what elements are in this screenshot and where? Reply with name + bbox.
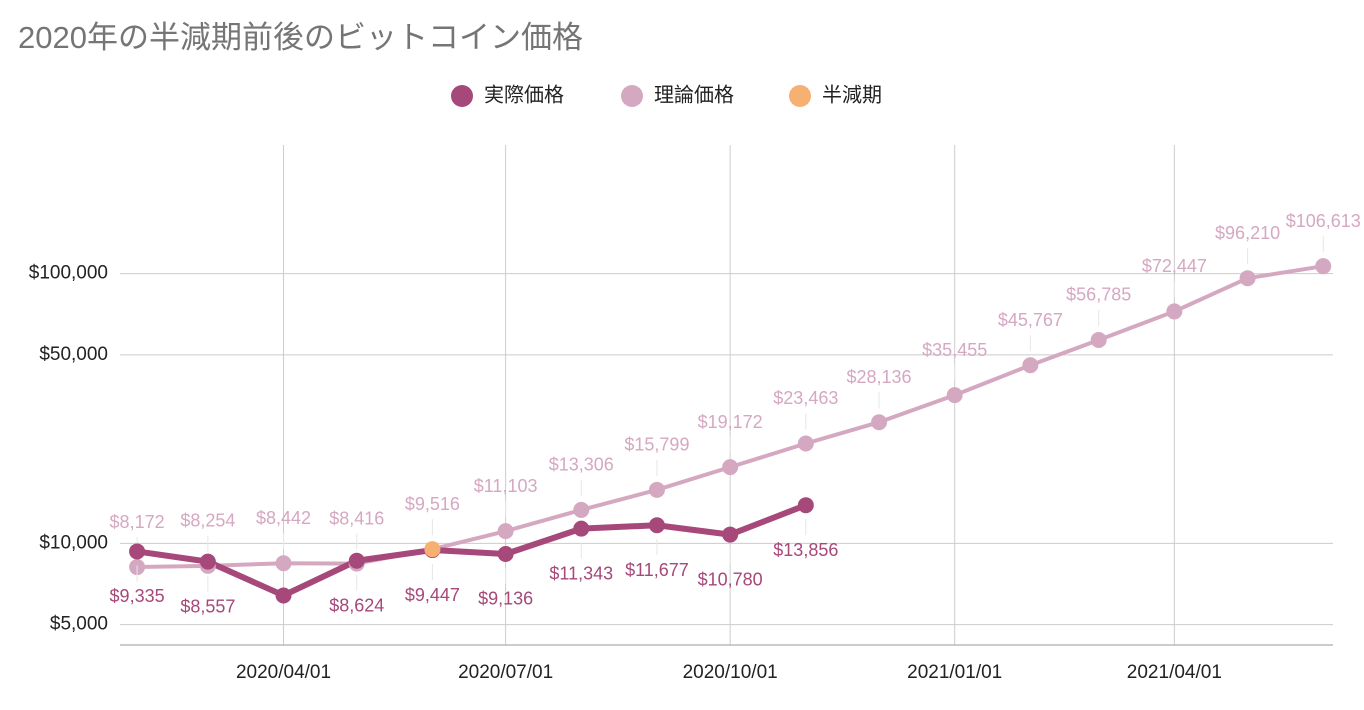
data-point: [648, 481, 665, 498]
data-label: $8,442: [256, 508, 311, 528]
data-point: [1022, 357, 1039, 374]
data-point: [648, 517, 665, 534]
data-label: $56,785: [1066, 285, 1131, 305]
data-label: $19,172: [698, 412, 763, 432]
data-label: $23,463: [773, 388, 838, 408]
x-tick-label: 2020/04/01: [236, 662, 331, 683]
data-point: [275, 555, 292, 572]
x-tick-label: 2020/10/01: [683, 662, 778, 683]
y-tick-label: $10,000: [39, 532, 108, 553]
legend-swatch: [789, 85, 811, 107]
data-point: [797, 497, 814, 514]
data-point: [722, 459, 739, 476]
data-label: $11,677: [625, 560, 689, 580]
y-tick-label: $5,000: [50, 614, 108, 635]
y-tick-label: $50,000: [39, 344, 108, 365]
legend-label: 実際価格: [484, 83, 564, 106]
data-point: [1090, 331, 1107, 348]
data-label: $8,624: [329, 595, 384, 615]
data-label: $15,799: [624, 435, 689, 455]
data-label: $11,103: [474, 476, 538, 496]
data-label: $8,254: [180, 511, 235, 531]
data-point: [573, 501, 590, 518]
data-point: [1315, 258, 1332, 275]
chart-title: 2020年の半減期前後のビットコイン価格: [18, 20, 583, 55]
data-label: $9,447: [405, 585, 460, 605]
data-point: [424, 541, 441, 558]
data-label: $11,343: [549, 563, 613, 583]
data-label: $8,416: [329, 508, 384, 528]
data-label: $35,455: [922, 340, 987, 360]
series-line: [136, 502, 807, 599]
legend-label: 半減期: [822, 83, 882, 106]
y-tick-label: $100,000: [29, 263, 108, 284]
data-point: [573, 520, 590, 537]
data-point: [797, 435, 814, 452]
data-label: $28,136: [847, 367, 912, 387]
data-label: $9,335: [110, 586, 165, 606]
legend-label: 理論価格: [654, 83, 734, 106]
data-label: $72,447: [1142, 256, 1207, 276]
data-label: $13,306: [549, 455, 614, 475]
data-point: [275, 587, 292, 604]
data-label: $10,780: [698, 569, 763, 589]
data-point: [497, 523, 514, 540]
data-point: [1239, 270, 1256, 287]
x-tick-label: 2021/01/01: [907, 662, 1002, 683]
data-label: $9,136: [478, 589, 533, 609]
x-tick-label: 2021/04/01: [1127, 662, 1222, 683]
legend-swatch: [621, 85, 643, 107]
data-label: $9,516: [405, 494, 460, 514]
data-point: [871, 414, 888, 431]
legend-swatch: [451, 85, 473, 107]
x-tick-label: 2020/07/01: [458, 662, 553, 683]
data-label: $13,856: [773, 540, 838, 560]
data-point: [1166, 303, 1183, 320]
data-point: [497, 545, 514, 562]
data-label: $8,557: [180, 596, 235, 616]
data-point: [129, 543, 146, 560]
data-point: [199, 553, 216, 570]
data-point: [348, 552, 365, 569]
data-label: $8,172: [110, 512, 165, 532]
data-label: $106,613: [1286, 211, 1361, 231]
data-label: $45,767: [998, 310, 1063, 330]
data-label: $96,210: [1215, 223, 1280, 243]
data-point: [722, 526, 739, 543]
data-point: [946, 387, 963, 404]
